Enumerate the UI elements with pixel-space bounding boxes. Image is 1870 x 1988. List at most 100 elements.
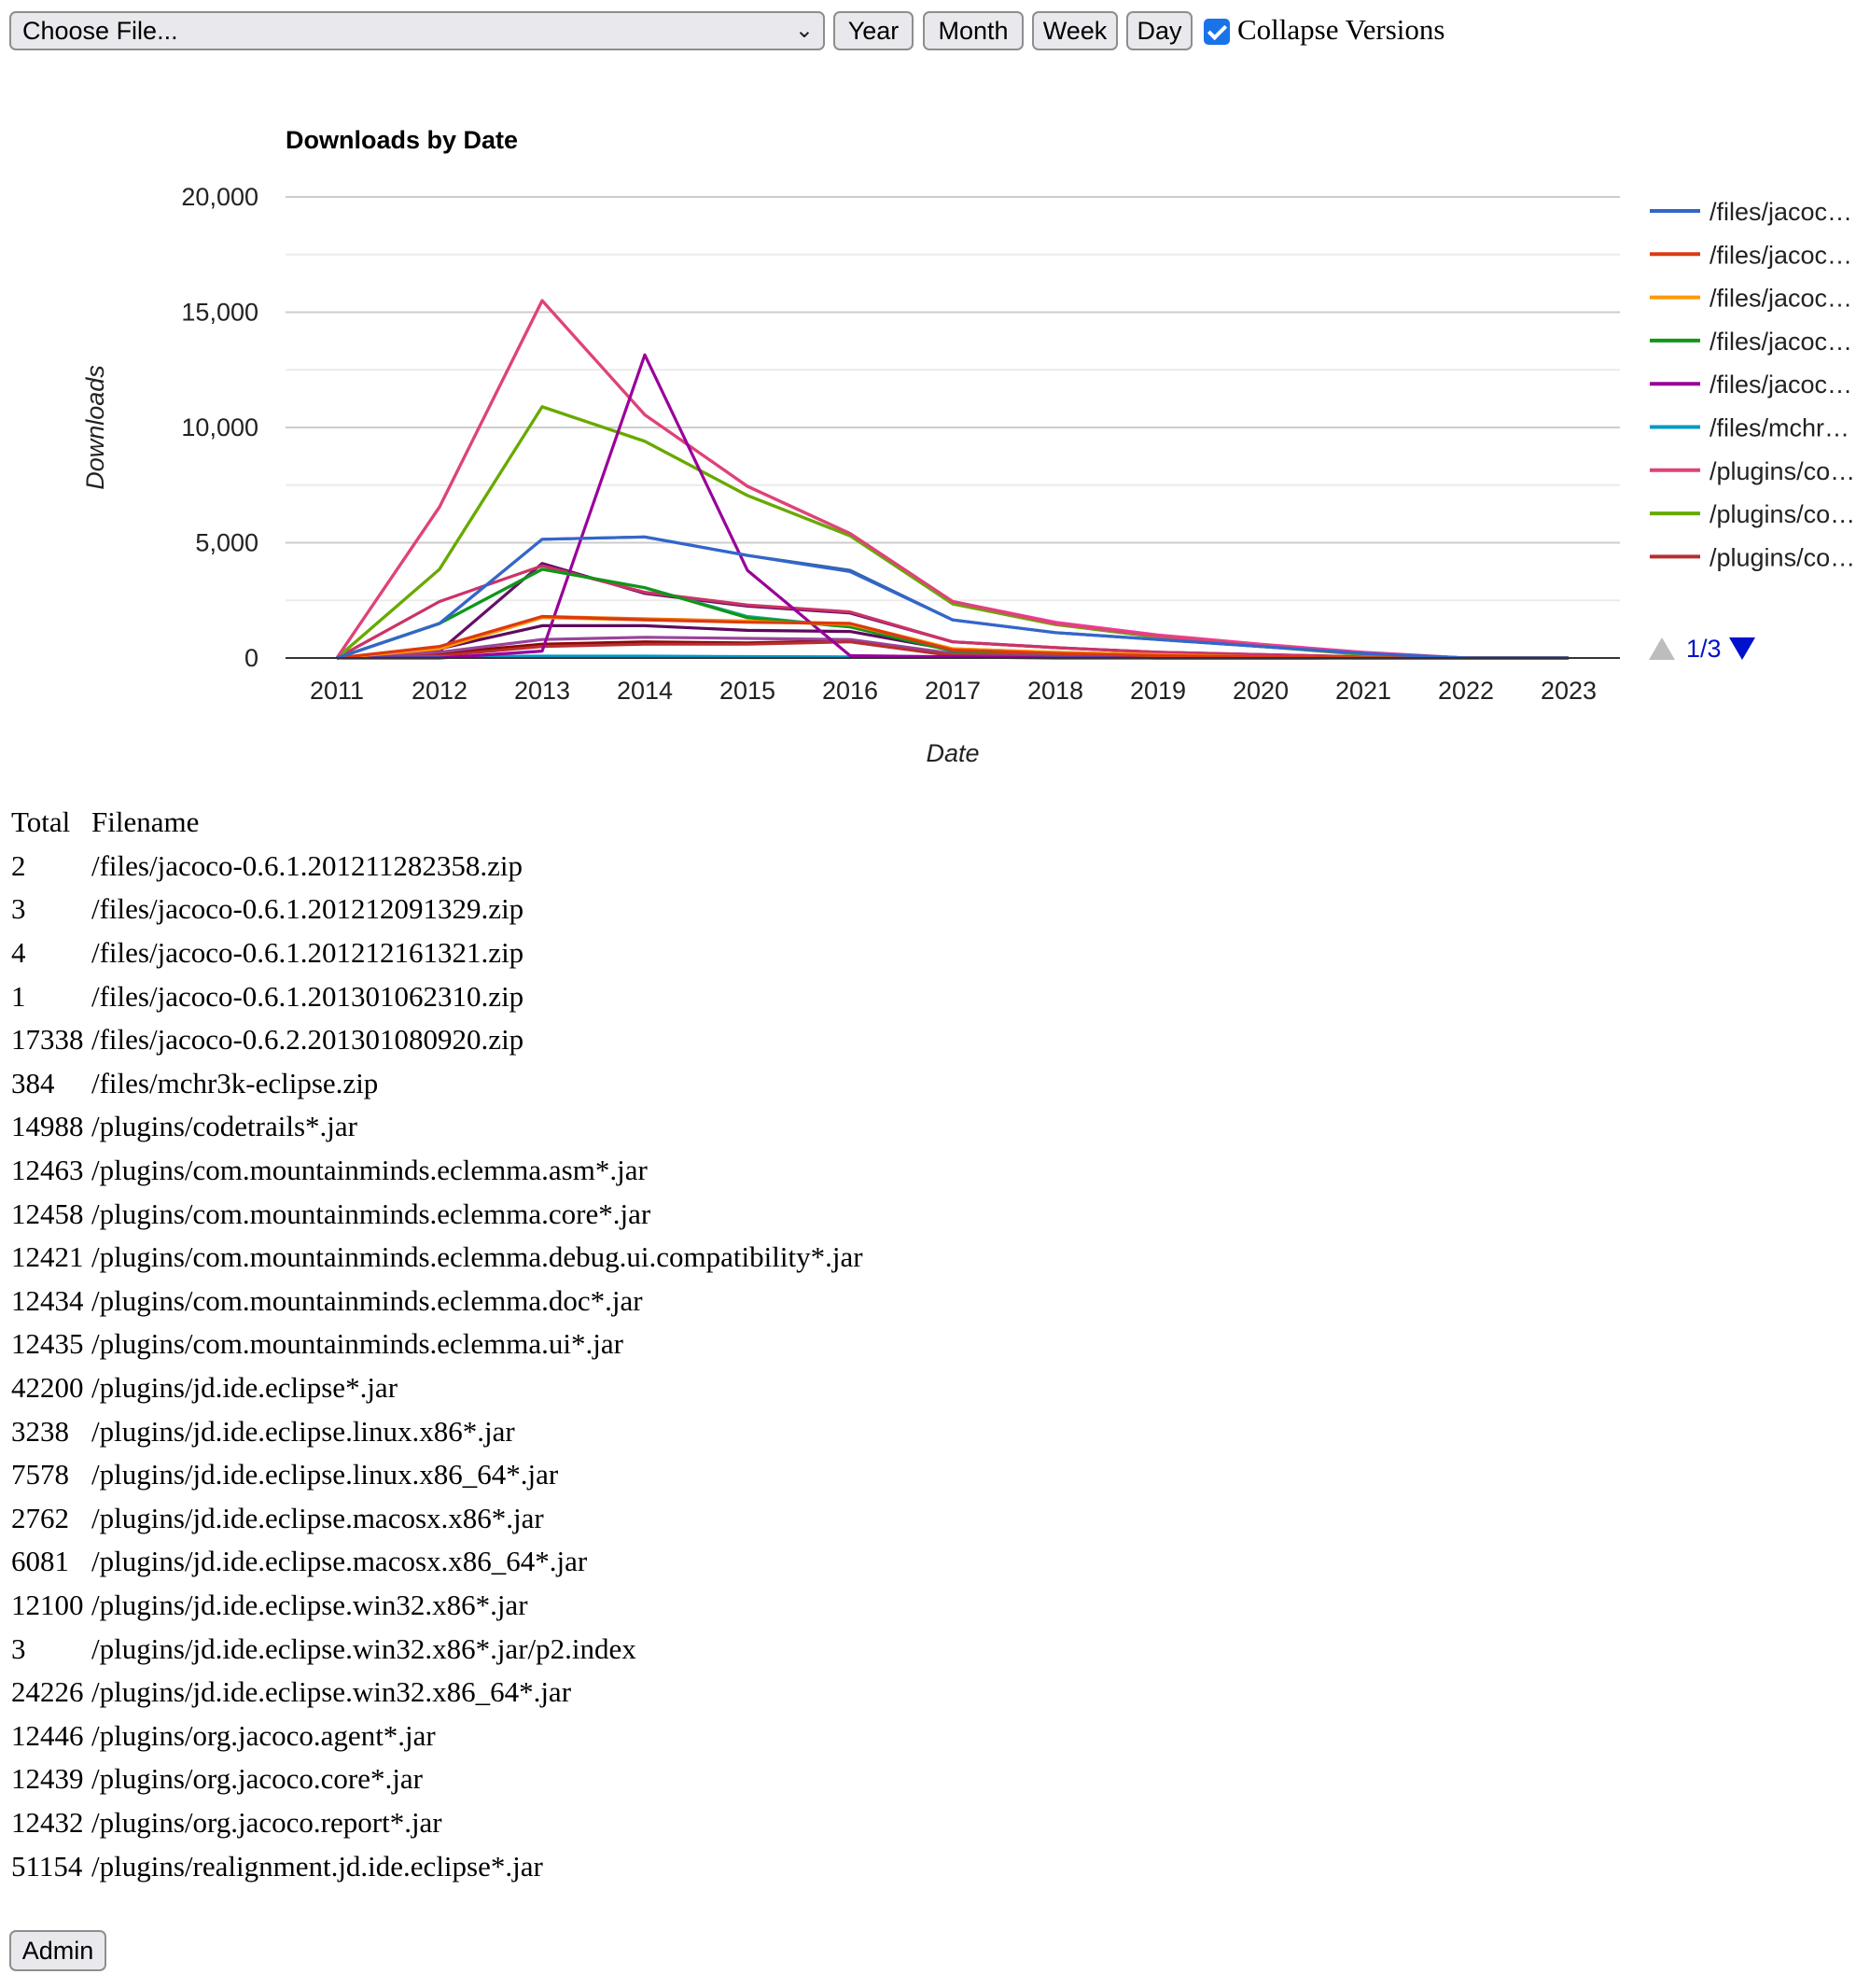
- chevron-down-icon: ⌄: [794, 18, 814, 43]
- table-row: 12439/plugins/org.jacoco.core*.jar: [11, 1757, 869, 1801]
- cell-total: 384: [11, 1066, 55, 1099]
- cell-total: 12446: [11, 1718, 84, 1752]
- cell-total: 3: [11, 1631, 26, 1665]
- table-row: 3/plugins/jd.ide.eclipse.win32.x86*.jar/…: [11, 1627, 869, 1671]
- cell-total: 4: [11, 936, 26, 970]
- cell-total: 2: [11, 848, 26, 882]
- cell-total: 1: [11, 979, 26, 1013]
- table-row: 42200/plugins/jd.ide.eclipse*.jar: [11, 1366, 869, 1410]
- cell-total: 12421: [11, 1240, 84, 1274]
- cell-total: 12439: [11, 1762, 84, 1796]
- cell-total: 51154: [11, 1849, 83, 1883]
- table-body: 2/files/jacoco-0.6.1.201211282358.zip 3/f…: [11, 845, 869, 1888]
- table-row: 14988/plugins/codetrails*.jar: [11, 1105, 869, 1149]
- x-tick-label: 2013: [514, 677, 570, 705]
- cell-filename: /plugins/com.mountainminds.eclemma.asm*.…: [91, 1154, 648, 1187]
- table-row: 2762/plugins/jd.ide.eclipse.macosx.x86*.…: [11, 1497, 869, 1541]
- month-button[interactable]: Month: [923, 11, 1024, 50]
- cell-filename: /plugins/jd.ide.eclipse.macosx.x86_64*.j…: [91, 1545, 588, 1578]
- cell-total: 12100: [11, 1588, 84, 1621]
- y-axis-label: Downloads: [81, 365, 109, 490]
- table-row: 12446/plugins/org.jacoco.agent*.jar: [11, 1714, 869, 1757]
- cell-total: 2762: [11, 1501, 69, 1534]
- year-button[interactable]: Year: [833, 11, 914, 50]
- table-row: 12435/plugins/com.mountainminds.eclemma.…: [11, 1323, 869, 1366]
- cell-total: 12434: [11, 1283, 84, 1317]
- legend-entry: /plugins/co…: [1710, 457, 1855, 485]
- cell-filename: /plugins/com.mountainminds.eclemma.core*…: [91, 1197, 651, 1230]
- x-tick-label: 2016: [822, 677, 878, 705]
- file-select[interactable]: Choose File... ⌄: [9, 11, 825, 50]
- table-header-row: Total Filename: [11, 801, 869, 845]
- x-axis-label: Date: [926, 739, 979, 767]
- x-tick-label: 2012: [412, 677, 468, 705]
- day-button[interactable]: Day: [1126, 11, 1193, 50]
- table-row: 12463/plugins/com.mountainminds.eclemma.…: [11, 1149, 869, 1193]
- cell-filename: /plugins/jd.ide.eclipse.win32.x86_64*.ja…: [91, 1675, 572, 1709]
- column-header-total: Total: [11, 805, 71, 839]
- cell-total: 7578: [11, 1458, 69, 1491]
- series-line-4: [337, 353, 1569, 660]
- x-tick-label: 2018: [1027, 677, 1083, 705]
- cell-filename: /files/mchr3k-eclipse.zip: [91, 1066, 379, 1099]
- cell-total: 12432: [11, 1805, 84, 1839]
- downloads-chart: Downloads by Date 0 5,000 10,000 15,000 20,00…: [81, 126, 1855, 767]
- cell-total: 12458: [11, 1197, 84, 1230]
- table-row: 24226/plugins/jd.ide.eclipse.win32.x86_6…: [11, 1671, 869, 1715]
- table-row: 3/files/jacoco-0.6.1.201212091329.zip: [11, 888, 869, 931]
- legend-entry: /plugins/co…: [1710, 500, 1855, 528]
- table-row: 12421/plugins/com.mountainminds.eclemma.…: [11, 1236, 869, 1280]
- series-line-0: [336, 535, 1569, 660]
- chart-title: Downloads by Date: [286, 126, 518, 154]
- cell-total: 3: [11, 892, 26, 926]
- cell-total: 24226: [11, 1675, 84, 1709]
- cell-filename: /plugins/realignment.jd.ide.eclipse*.jar: [91, 1849, 543, 1883]
- cell-total: 42200: [11, 1371, 84, 1405]
- x-tick-label: 2015: [719, 677, 775, 705]
- cell-filename: /plugins/jd.ide.eclipse.macosx.x86*.jar: [91, 1501, 544, 1534]
- x-tick-label: 2022: [1438, 677, 1494, 705]
- cell-filename: /plugins/org.jacoco.report*.jar: [91, 1805, 442, 1839]
- cell-filename: /plugins/com.mountainminds.eclemma.debug…: [91, 1240, 863, 1274]
- cell-filename: /files/jacoco-0.6.2.201301080920.zip: [91, 1023, 524, 1057]
- legend-entry: /files/jacoc…: [1710, 241, 1852, 269]
- downloads-table: Total Filename 2/files/jacoco-0.6.1.2012…: [11, 801, 869, 1888]
- table-row: 12458/plugins/com.mountainminds.eclemma.…: [11, 1192, 869, 1236]
- legend-entry: /files/jacoc…: [1710, 371, 1852, 399]
- table-row: 1/files/jacoco-0.6.1.201301062310.zip: [11, 974, 869, 1018]
- legend-next-page-icon[interactable]: [1729, 637, 1755, 660]
- x-tick-label: 2019: [1130, 677, 1186, 705]
- week-button[interactable]: Week: [1032, 11, 1118, 50]
- y-tick-label: 20,000: [181, 183, 258, 211]
- table-row: 12100/plugins/jd.ide.eclipse.win32.x86*.…: [11, 1584, 869, 1628]
- x-tick-label: 2023: [1541, 677, 1597, 705]
- cell-filename: /plugins/jd.ide.eclipse.win32.x86*.jar/p…: [91, 1631, 636, 1665]
- x-tick-label: 2021: [1335, 677, 1391, 705]
- table-row: 7578/plugins/jd.ide.eclipse.linux.x86_64…: [11, 1453, 869, 1497]
- collapse-versions-checkbox[interactable]: [1204, 19, 1230, 45]
- cell-filename: /files/jacoco-0.6.1.201211282358.zip: [91, 848, 523, 882]
- cell-filename: /plugins/jd.ide.eclipse.linux.x86*.jar: [91, 1414, 515, 1448]
- cell-filename: /plugins/jd.ide.eclipse.linux.x86_64*.ja…: [91, 1458, 559, 1491]
- table-row: 384/files/mchr3k-eclipse.zip: [11, 1062, 869, 1106]
- table-row: 6081/plugins/jd.ide.eclipse.macosx.x86_6…: [11, 1540, 869, 1584]
- cell-filename: /plugins/com.mountainminds.eclemma.doc*.…: [91, 1283, 643, 1317]
- x-tick-label: 2011: [310, 677, 364, 705]
- y-tick-label: 15,000: [181, 299, 258, 327]
- cell-filename: /plugins/org.jacoco.agent*.jar: [91, 1718, 436, 1752]
- table-row: 17338/files/jacoco-0.6.2.201301080920.zi…: [11, 1018, 869, 1062]
- cell-total: 14988: [11, 1110, 84, 1143]
- series-line-17: [336, 562, 1569, 660]
- cell-total: 12435: [11, 1327, 84, 1361]
- admin-button[interactable]: Admin: [9, 1930, 106, 1971]
- y-tick-label: 5,000: [195, 529, 258, 557]
- y-tick-label: 0: [244, 644, 258, 672]
- cell-total: 3238: [11, 1414, 69, 1448]
- cell-filename: /plugins/com.mountainminds.eclemma.ui*.j…: [91, 1327, 623, 1361]
- legend-prev-page-icon[interactable]: [1649, 637, 1675, 660]
- legend-entry: /files/mchr…: [1710, 414, 1849, 442]
- legend-entry: /files/jacoc…: [1710, 328, 1852, 356]
- collapse-versions-label: Collapse Versions: [1237, 13, 1445, 46]
- x-tick-label: 2014: [617, 677, 673, 705]
- cell-filename: /files/jacoco-0.6.1.201212161321.zip: [91, 936, 524, 970]
